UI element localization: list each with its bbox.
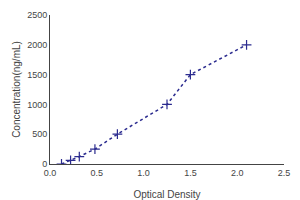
svg-text:2500: 2500 bbox=[27, 10, 47, 20]
svg-text:1.0: 1.0 bbox=[137, 168, 150, 178]
svg-text:2000: 2000 bbox=[27, 40, 47, 50]
svg-text:1000: 1000 bbox=[27, 100, 47, 110]
svg-text:1.5: 1.5 bbox=[184, 168, 197, 178]
svg-text:0: 0 bbox=[42, 159, 47, 169]
svg-text:0.0: 0.0 bbox=[44, 168, 57, 178]
svg-text:1500: 1500 bbox=[27, 70, 47, 80]
svg-text:2.5: 2.5 bbox=[278, 168, 291, 178]
svg-text:0.5: 0.5 bbox=[91, 168, 104, 178]
svg-text:500: 500 bbox=[32, 129, 47, 139]
svg-text:Concentration(ng/mL): Concentration(ng/mL) bbox=[11, 41, 22, 138]
svg-text:Optical Density: Optical Density bbox=[133, 189, 200, 200]
svg-text:2.0: 2.0 bbox=[231, 168, 244, 178]
